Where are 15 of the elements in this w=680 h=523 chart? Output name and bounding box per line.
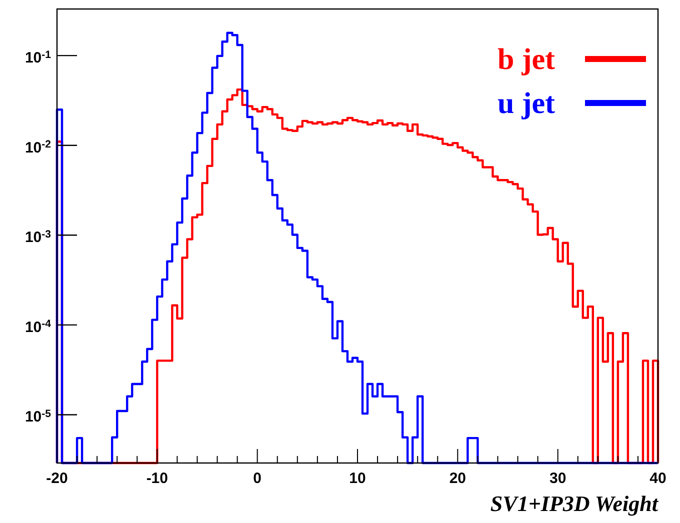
x-tick-label: -20: [46, 470, 68, 487]
x-tick-label: -10: [146, 470, 168, 487]
x-axis-title: SV1+IP3D Weight: [490, 491, 659, 516]
y-tick-label: 10$^{-5}$: [24, 408, 52, 426]
y-tick-label: 10$^{-2}$: [24, 138, 52, 156]
x-tick-label: 40: [650, 470, 666, 487]
y-tick-label: 10$^{-3}$: [24, 228, 52, 246]
x-tick-label: 10: [349, 470, 366, 487]
legend-label: u jet: [498, 87, 556, 120]
x-tick-label: 0: [253, 470, 262, 487]
y-tick-label: 10$^{-1}$: [24, 48, 52, 67]
x-tick-label: 30: [549, 470, 566, 487]
legend-label: b jet: [498, 43, 556, 76]
x-tick-label: 20: [449, 470, 466, 487]
y-tick-label: 10$^{-4}$: [24, 318, 52, 336]
